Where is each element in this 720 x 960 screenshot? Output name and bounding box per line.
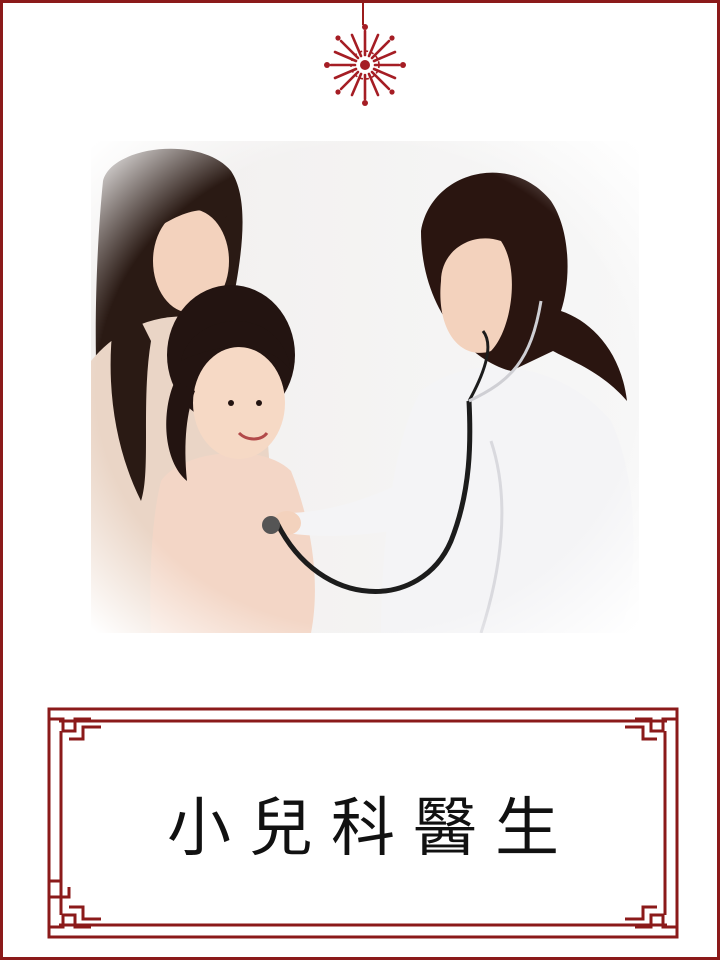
photo xyxy=(91,141,639,633)
decorative-frame-icon xyxy=(47,707,679,939)
firework-ornament-icon xyxy=(324,24,406,106)
ornament-string xyxy=(362,3,364,25)
page-title: 小兒科醫生 xyxy=(167,792,577,866)
pediatric-checkup-illustration-icon xyxy=(91,141,639,633)
